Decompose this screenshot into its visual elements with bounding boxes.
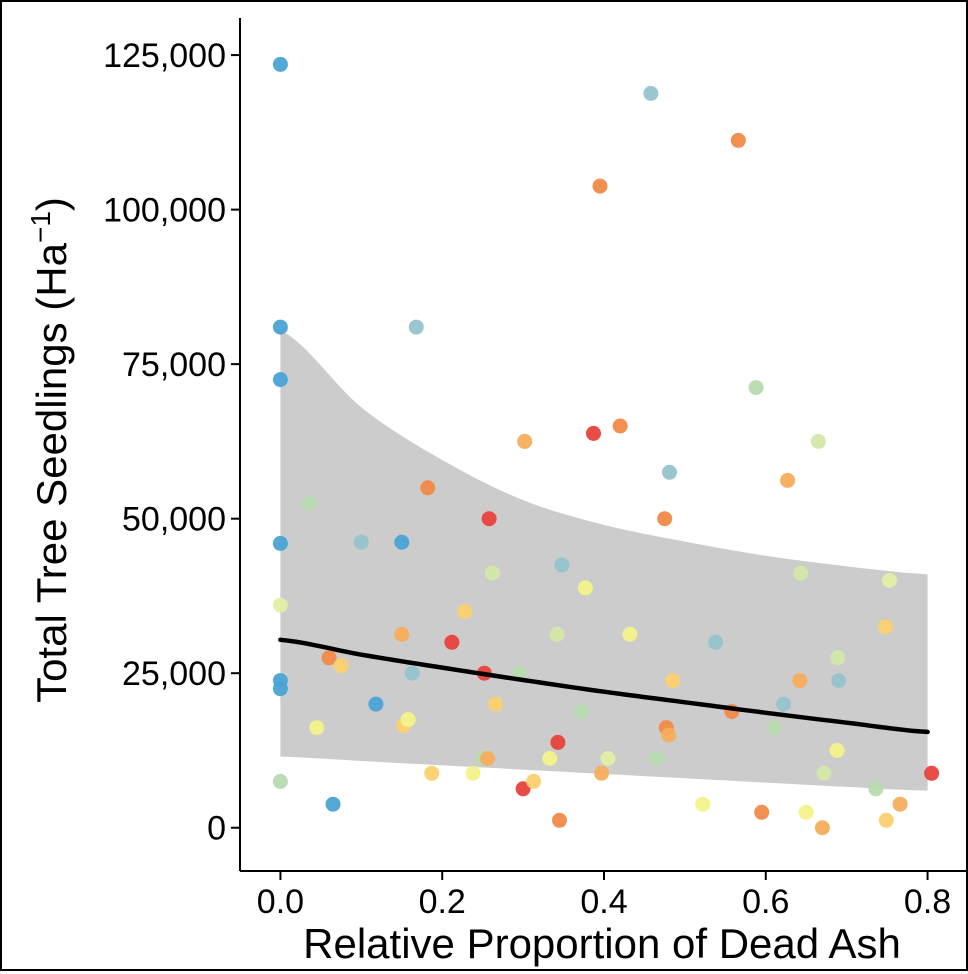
data-point <box>394 534 410 550</box>
y-axis-title: Total Tree Seedlings (Ha−1) <box>25 197 75 703</box>
data-point <box>708 634 724 650</box>
data-point <box>780 472 796 488</box>
data-point <box>748 380 764 396</box>
data-point <box>272 535 288 551</box>
data-point <box>420 480 436 496</box>
data-point <box>549 626 565 642</box>
data-point <box>924 765 940 781</box>
data-point <box>829 743 845 758</box>
data-point <box>754 804 770 820</box>
data-point <box>484 565 500 581</box>
data-point <box>882 573 897 588</box>
data-point <box>457 603 473 619</box>
data-point <box>600 751 616 766</box>
data-point <box>792 673 808 689</box>
data-point <box>480 751 495 766</box>
data-point <box>465 765 481 781</box>
data-point <box>272 773 288 789</box>
y-tick-label: 100,000 <box>103 192 226 230</box>
x-tick-label: 0.8 <box>904 883 951 921</box>
data-point <box>444 634 460 650</box>
data-point <box>542 751 558 766</box>
axis-labels-layer: Relative Proportion of Dead Ash Total Tr… <box>25 197 901 967</box>
confidence-band <box>280 330 928 791</box>
x-tick-label: 0.4 <box>580 883 627 921</box>
data-point <box>321 650 337 666</box>
y-tick-label: 25,000 <box>122 655 226 693</box>
y-tick-label: 50,000 <box>122 501 226 539</box>
data-point <box>550 734 566 750</box>
data-point <box>830 650 846 666</box>
axes-layer: 0.0 0.2 0.4 0.6 0.8 0 25,000 50,000 75,000 100,00… <box>103 18 968 921</box>
data-point <box>577 580 593 596</box>
data-point <box>831 673 847 689</box>
data-point <box>272 597 288 613</box>
data-point <box>526 773 542 789</box>
data-point <box>309 720 325 736</box>
data-point <box>272 319 288 335</box>
data-point <box>586 425 601 441</box>
data-points-layer <box>272 56 940 836</box>
data-point <box>488 696 504 712</box>
y-tick-label: 75,000 <box>122 346 226 384</box>
x-tick-label: 0.6 <box>742 883 789 921</box>
data-point <box>643 85 659 101</box>
data-point <box>798 804 814 820</box>
data-point <box>552 812 567 828</box>
data-point <box>662 464 677 480</box>
data-point <box>554 557 570 573</box>
data-point <box>649 751 665 766</box>
data-point <box>481 511 497 527</box>
data-point <box>400 712 416 728</box>
data-point <box>301 495 317 511</box>
data-point <box>272 56 288 72</box>
data-point <box>665 673 681 689</box>
data-point <box>573 704 589 719</box>
fit-line-layer <box>278 637 930 735</box>
data-point <box>394 626 410 642</box>
data-point <box>612 418 628 434</box>
data-point <box>517 433 533 449</box>
data-point <box>325 796 341 812</box>
data-point <box>878 619 893 635</box>
data-point <box>353 534 369 550</box>
data-point <box>878 812 894 828</box>
x-axis-title: Relative Proportion of Dead Ash <box>303 920 901 967</box>
data-point <box>776 696 792 712</box>
data-point <box>408 319 424 335</box>
y-axis-title-close: ) <box>28 197 75 211</box>
data-point <box>814 820 830 836</box>
y-axis-title-superscript: −1 <box>25 211 56 243</box>
fit-line <box>278 637 930 735</box>
data-point <box>892 796 908 812</box>
data-point <box>766 720 782 736</box>
data-point <box>333 658 349 674</box>
data-point <box>272 681 288 697</box>
data-point <box>368 696 384 712</box>
y-tick-label: 0 <box>207 810 226 848</box>
y-tick-label: 125,000 <box>103 37 226 75</box>
data-point <box>622 626 638 642</box>
data-point <box>816 765 832 781</box>
data-point <box>793 565 809 581</box>
data-point <box>695 796 711 812</box>
data-point <box>810 433 826 449</box>
data-point <box>657 511 673 527</box>
x-tick-label: 0.2 <box>419 883 466 921</box>
data-point <box>592 178 608 194</box>
confidence-band-layer <box>280 330 928 791</box>
x-tick-label: 0.0 <box>257 883 304 921</box>
data-point <box>515 781 531 797</box>
data-point <box>868 781 884 797</box>
data-point <box>272 372 288 388</box>
data-point <box>424 765 440 781</box>
data-point <box>404 665 420 681</box>
data-point <box>661 727 677 743</box>
data-point <box>730 132 746 148</box>
y-axis-title-main: Total Tree Seedlings (Ha <box>28 242 75 703</box>
data-point <box>594 765 610 781</box>
